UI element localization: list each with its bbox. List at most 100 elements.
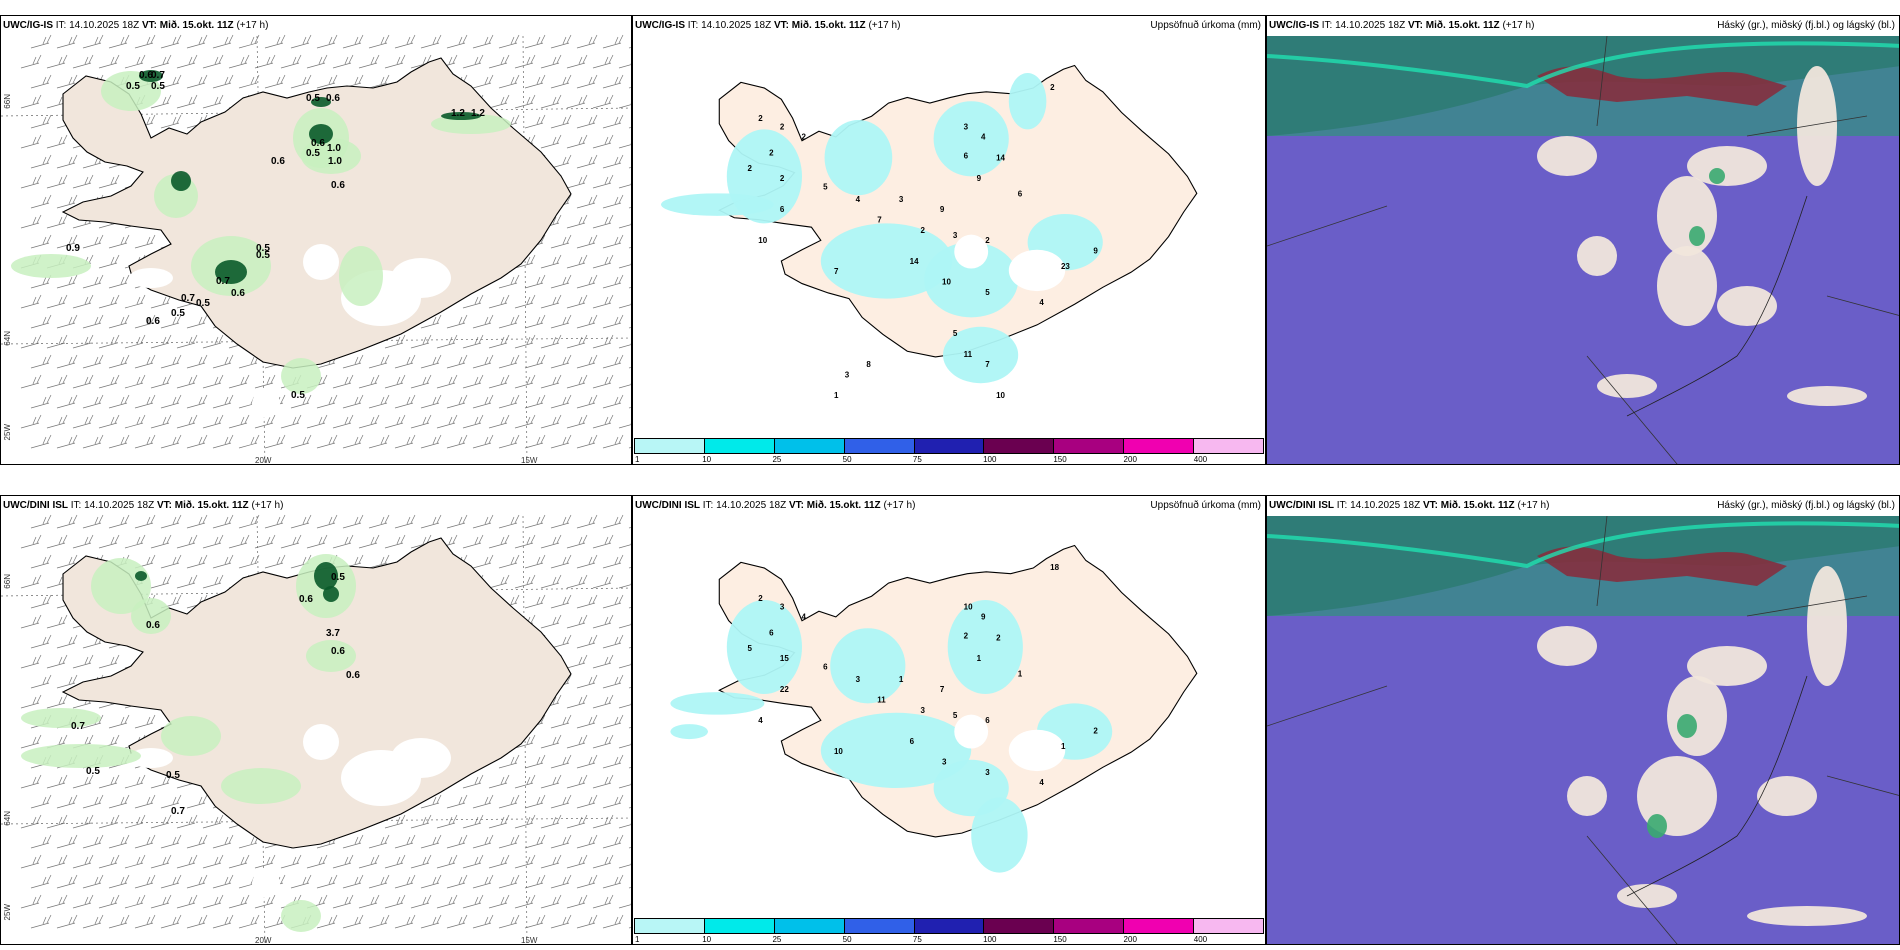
glacier <box>1008 729 1066 772</box>
precip-area <box>830 628 906 704</box>
wind-barb <box>602 234 624 249</box>
wind-barb <box>176 894 198 909</box>
wind-barb <box>462 534 484 549</box>
wind-barb <box>202 854 224 869</box>
wind-barb <box>82 394 104 409</box>
wind-barb <box>446 794 468 809</box>
precip-value-label: 9 <box>1093 246 1098 255</box>
wind-barb <box>98 894 120 909</box>
wind-barb <box>550 714 572 729</box>
wind-barb <box>30 394 52 409</box>
wind-barb <box>618 543 631 549</box>
wind-barb <box>592 214 614 229</box>
legend-swatch <box>1124 439 1195 453</box>
wind-barb <box>160 394 182 409</box>
wind-barb <box>46 854 68 869</box>
wind-barb <box>280 414 302 429</box>
wind-barb <box>254 894 276 909</box>
legend-tick-label: 150 <box>1053 455 1067 464</box>
wind-barb <box>20 294 42 309</box>
wind-barb <box>316 74 338 89</box>
clear-land <box>1797 66 1837 186</box>
wind-barb <box>316 874 338 889</box>
wind-barb <box>498 794 520 809</box>
wind-barb <box>576 554 598 569</box>
wind-barb <box>446 874 468 889</box>
wind-barb <box>124 334 146 349</box>
wind-barb <box>20 814 42 829</box>
wind-barb <box>566 774 588 789</box>
wind-barb <box>514 734 536 749</box>
wind-barb <box>498 754 520 769</box>
wind-barb <box>472 874 494 889</box>
precip-area <box>971 797 1028 873</box>
wind-barb <box>150 334 172 349</box>
wind-barb <box>160 554 182 569</box>
wind-barb <box>602 594 624 609</box>
cloud-map <box>1267 35 1899 464</box>
wind-barb <box>566 174 588 189</box>
wind-barb <box>394 354 416 369</box>
wind-barb <box>384 374 406 389</box>
wind-barb <box>550 754 572 769</box>
wind-barb <box>264 34 286 49</box>
wind-barb <box>98 534 120 549</box>
precip-value-label: 5 <box>985 288 990 297</box>
precip-value-label: 1 <box>1061 742 1066 751</box>
wind-map: 0.5 0.6 0.6 3.7 0.6 0.6 0.7 0.5 0.5 0.7 <box>1 514 631 944</box>
wind-barb <box>212 34 234 49</box>
legend-swatch <box>774 919 845 933</box>
wind-barb <box>420 874 442 889</box>
wind-barb <box>592 734 614 749</box>
wind-barb <box>488 854 510 869</box>
wind-barb <box>602 154 624 169</box>
precip-value-label: 7 <box>834 267 839 276</box>
wind-barb <box>514 854 536 869</box>
wind-barb <box>514 54 536 69</box>
wind-barb <box>368 514 390 529</box>
lat-label-66: 66N <box>3 574 12 589</box>
precip-value-label: 2 <box>758 594 763 603</box>
precip-value-label: 6 <box>985 716 990 725</box>
wind-barb <box>576 754 598 769</box>
precip-dark-green <box>314 562 338 590</box>
wind-value-label: 1.0 <box>327 143 341 154</box>
wind-barb <box>254 534 276 549</box>
wind-barb <box>498 434 520 449</box>
precip-area <box>661 193 774 216</box>
legend-tick-label: 25 <box>772 935 782 944</box>
wind-barb <box>20 414 42 429</box>
wind-barb <box>108 794 130 809</box>
wind-barb <box>566 614 588 629</box>
wind-barb <box>316 34 338 49</box>
wind-barb <box>56 554 78 569</box>
panel-title: UWC/DINI ISL IT: 14.10.2025 18Z VT: Mið.… <box>3 500 284 511</box>
wind-barb <box>488 414 510 429</box>
wind-barb <box>394 514 416 529</box>
panel-variable-title: Háský (gr.), miðský (fj.bl.) og lágský (… <box>1717 20 1895 31</box>
wind-barb <box>186 34 208 49</box>
wind-barb <box>540 534 562 549</box>
wind-barb <box>514 574 536 589</box>
mid-cloud-patch <box>1677 714 1697 738</box>
lon-label-20: 20W <box>255 936 272 945</box>
wind-barb <box>394 434 416 449</box>
lon-label-15: 15W <box>521 936 538 945</box>
wind-barb <box>566 414 588 429</box>
wind-barb <box>30 154 52 169</box>
wind-barb <box>540 254 562 269</box>
panel-cloud-dini: UWC/DINI ISL IT: 14.10.2025 18Z VT: Mið.… <box>1266 495 1900 945</box>
precip-value-label: 3 <box>953 231 958 240</box>
wind-barb <box>488 574 510 589</box>
wind-barb <box>212 354 234 369</box>
clear-land <box>1717 286 1777 326</box>
wind-barb <box>618 623 631 629</box>
clear-land <box>1687 146 1767 186</box>
wind-barb <box>186 914 208 929</box>
wind-barb <box>368 394 390 409</box>
wind-barb <box>176 94 198 109</box>
wind-barb <box>358 54 380 69</box>
precip-light-green <box>281 900 321 932</box>
wind-barb <box>176 374 198 389</box>
lat-label-64: 64N <box>632 796 635 811</box>
